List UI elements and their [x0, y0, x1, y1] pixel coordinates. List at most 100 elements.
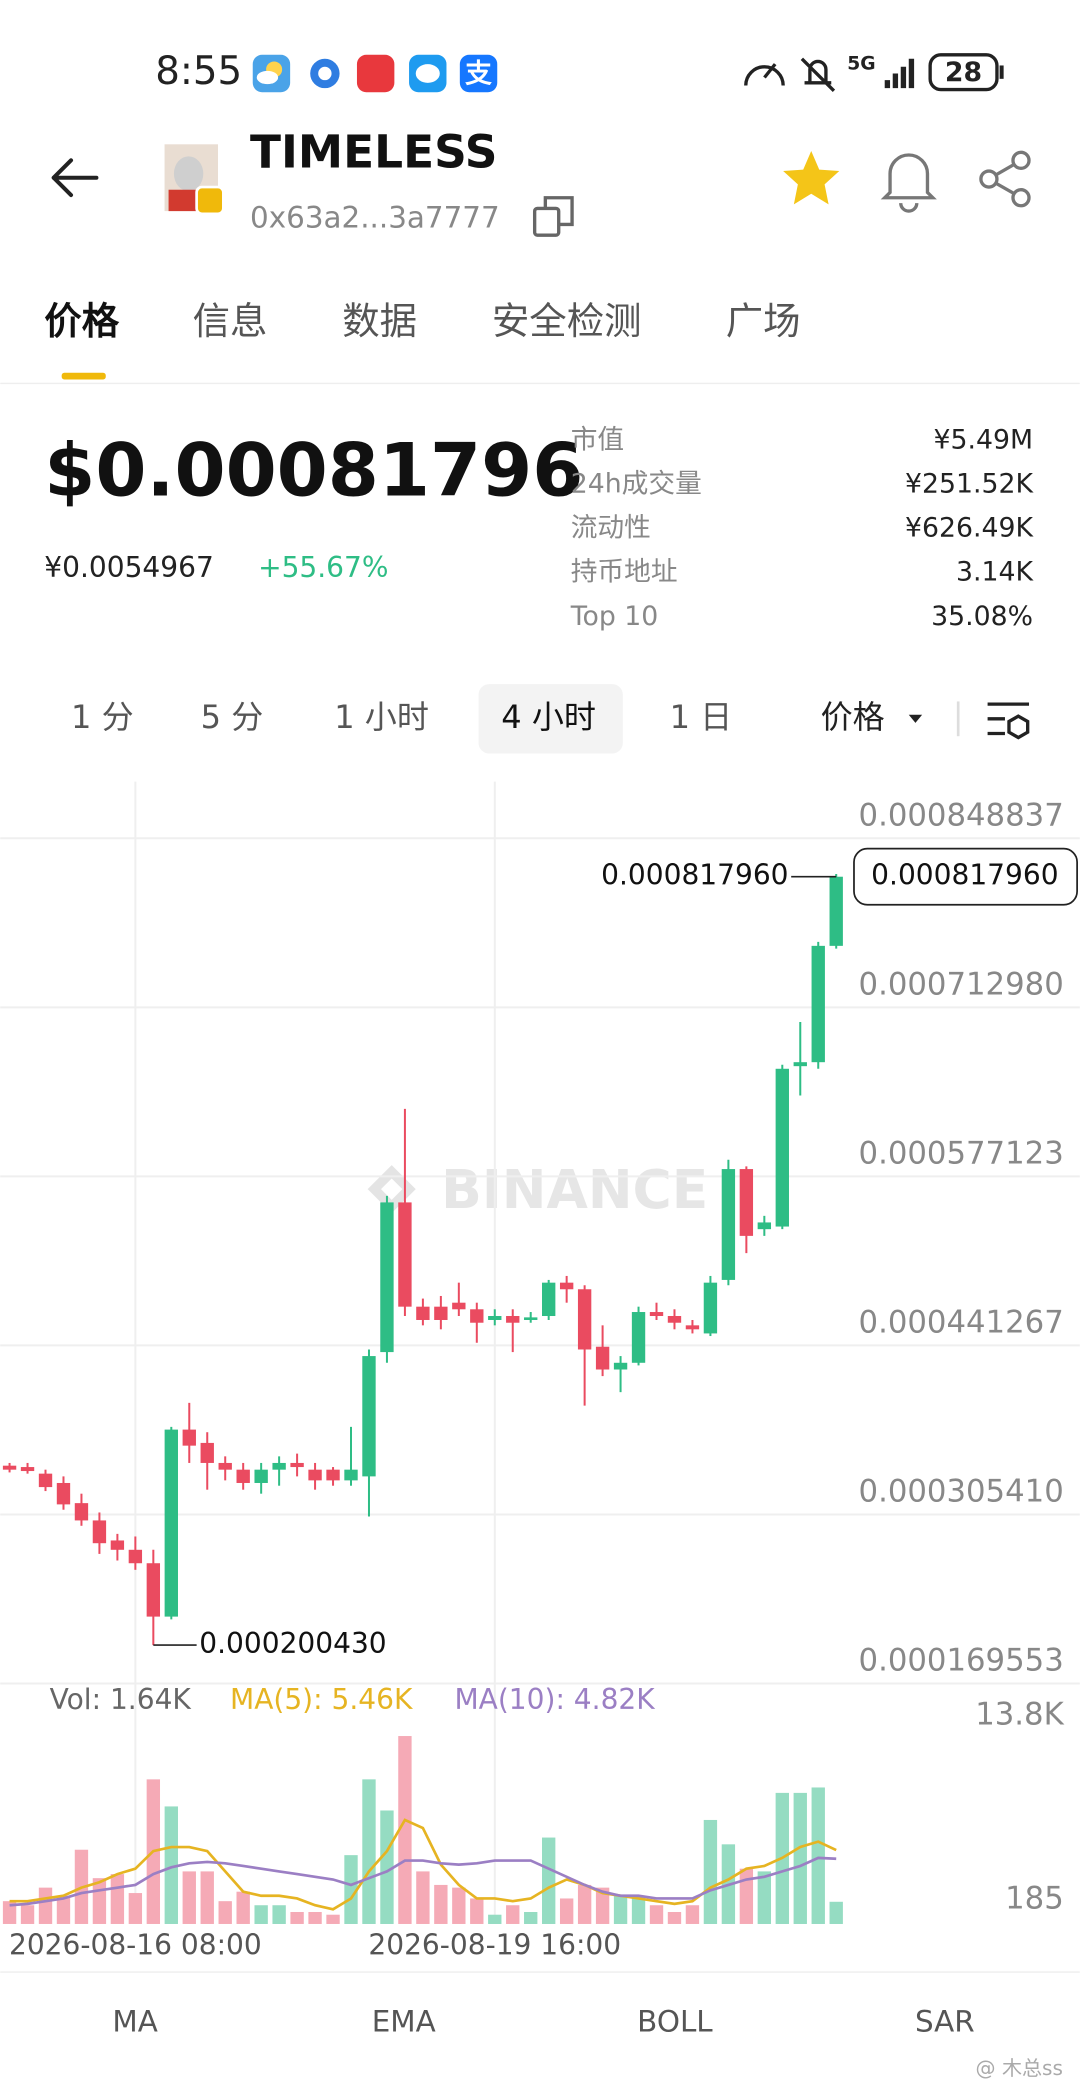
volume-bar — [829, 1901, 843, 1924]
volume-bar — [667, 1912, 682, 1924]
candle-body — [667, 1316, 682, 1323]
indicator-tab[interactable]: EMA — [372, 2004, 436, 2038]
active-interval-bg — [478, 684, 623, 754]
candle-body — [2, 1465, 17, 1470]
volume-bar — [290, 1912, 304, 1924]
candle-body — [470, 1309, 484, 1323]
volume-bar — [20, 1905, 35, 1924]
volume-bar — [272, 1905, 286, 1924]
dropdown-arrow — [908, 714, 923, 723]
active-tab-indicator — [61, 372, 106, 380]
volume-bar — [811, 1787, 825, 1924]
volume-bar — [164, 1806, 178, 1924]
candle-body — [200, 1442, 214, 1463]
volume-bar — [559, 1898, 574, 1924]
candle-body — [146, 1563, 161, 1617]
y-tick-label: 0.000848837 — [859, 797, 1064, 833]
volume-bar — [595, 1887, 610, 1924]
candle-body — [398, 1202, 412, 1307]
candle-body — [631, 1312, 646, 1363]
interval-tab[interactable]: 1 小时 — [334, 698, 429, 736]
volume-bar — [488, 1914, 502, 1924]
candle-body — [757, 1222, 772, 1230]
candle-body — [218, 1462, 232, 1470]
x-tick-label: 2026-08-16 08:00 — [9, 1929, 262, 1962]
indicator-tab[interactable]: BOLL — [637, 2004, 713, 2038]
stat-value: 35.08% — [931, 601, 1033, 632]
tab[interactable]: 数据 — [342, 299, 417, 343]
volume-bar — [739, 1868, 754, 1924]
copy-icon[interactable] — [532, 196, 574, 237]
token-avatar — [164, 144, 225, 216]
volume-bar — [236, 1891, 250, 1924]
y-tick-label: 0.000305410 — [859, 1474, 1064, 1510]
y-tick-label: 185 — [1005, 1881, 1064, 1917]
volume-bar — [308, 1912, 322, 1924]
legend-entry: MA(10): 4.82K — [454, 1683, 655, 1716]
volume-bar — [110, 1874, 125, 1924]
indicator-tab[interactable]: MA — [112, 2004, 157, 2038]
share-icon[interactable] — [979, 150, 1031, 208]
candle-body — [542, 1282, 556, 1317]
stat-value: 3.14K — [956, 557, 1034, 588]
chart-settings-icon[interactable] — [987, 702, 1030, 740]
volume-bar — [200, 1871, 214, 1924]
candle-body — [739, 1169, 754, 1236]
volume-bar — [380, 1810, 394, 1924]
ma-line — [9, 1856, 837, 1907]
chart-mode[interactable]: 价格 — [821, 698, 885, 736]
tab[interactable]: 安全检测 — [492, 299, 642, 343]
candle-body — [775, 1068, 789, 1227]
tab[interactable]: 信息 — [193, 299, 268, 343]
interval-tab[interactable]: 1 日 — [670, 698, 733, 736]
bell-icon[interactable] — [880, 153, 937, 213]
tab[interactable]: 广场 — [726, 299, 801, 343]
y-tick-label: 0.000712980 — [859, 966, 1064, 1002]
battery-outline — [928, 53, 999, 92]
last-price-box — [853, 847, 1078, 906]
token-address: 0x63a2...3a7777 — [250, 201, 500, 235]
favorite-star[interactable] — [783, 150, 840, 205]
y-tick-label: 0.000441267 — [859, 1305, 1064, 1341]
interval-tab[interactable]: 1 分 — [71, 698, 134, 736]
volume-bar — [254, 1905, 268, 1924]
volume-bar — [793, 1792, 807, 1924]
volume-bar — [542, 1837, 556, 1924]
volume-bar — [649, 1905, 664, 1924]
candle-body — [326, 1469, 340, 1481]
volume-bar — [631, 1895, 646, 1924]
watermark: BINANCE — [441, 1158, 708, 1221]
legend-entry: MA(5): 5.46K — [230, 1683, 413, 1716]
candle-body — [20, 1467, 35, 1472]
stat-value: ¥626.49K — [905, 513, 1034, 544]
volume-bar — [182, 1871, 196, 1924]
candle-body — [308, 1469, 322, 1481]
interval-tab[interactable]: 5 分 — [201, 698, 264, 736]
volume-bar — [344, 1855, 358, 1924]
battery-level: 28 — [945, 57, 982, 88]
last-price-label: 0.000817960 — [601, 859, 788, 892]
interval-tab[interactable]: 4 小时 — [501, 698, 596, 736]
stat-label: 24h成交量 — [571, 469, 702, 500]
volume-bar — [92, 1878, 107, 1924]
volume-bar — [613, 1895, 628, 1924]
y-tick-label: 13.8K — [975, 1696, 1064, 1732]
candle-body — [416, 1306, 430, 1320]
volume-bar — [38, 1887, 53, 1924]
last-price-tag: 0.000817960 — [871, 859, 1058, 892]
back-button[interactable] — [51, 158, 99, 198]
candle-body — [506, 1316, 520, 1323]
price-cny: ¥0.0054967 — [44, 551, 214, 584]
footer-watermark: @ 木总ss — [976, 2056, 1063, 2080]
status-network: 5G — [847, 54, 875, 75]
token-title: TIMELESS — [250, 125, 497, 178]
status-time: 8:55 — [155, 49, 242, 94]
candle-body — [452, 1302, 466, 1310]
indicator-tab[interactable]: SAR — [915, 2004, 975, 2038]
volume-bar — [416, 1871, 430, 1924]
x-tick-label: 2026-08-19 16:00 — [368, 1929, 621, 1962]
volume-bar — [506, 1905, 520, 1924]
volume-bar — [757, 1871, 772, 1924]
tab[interactable]: 价格 — [44, 299, 119, 343]
